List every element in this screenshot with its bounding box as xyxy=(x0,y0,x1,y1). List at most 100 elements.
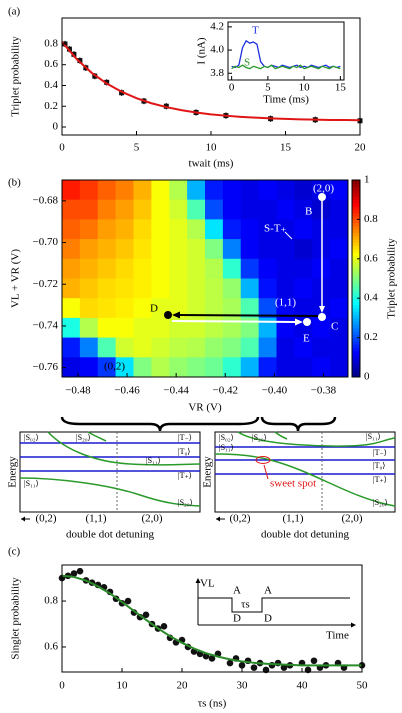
heatmap-cell xyxy=(133,337,152,358)
colorbar-strip xyxy=(352,196,360,201)
heatmap-cell xyxy=(330,337,349,358)
heatmap-cell xyxy=(115,337,134,358)
heatmap-cell xyxy=(169,180,188,201)
data-point xyxy=(250,664,258,671)
colorbar-strip xyxy=(352,334,360,339)
colorbar-strip xyxy=(352,327,360,332)
x-tick-label: 10 xyxy=(206,142,218,154)
colorbar-strip xyxy=(352,245,360,250)
level-curve xyxy=(87,431,107,442)
heatmap-cell xyxy=(187,337,206,358)
heatmap-cell xyxy=(330,357,349,378)
colorbar-strip xyxy=(352,225,360,230)
annotation: E xyxy=(303,333,310,345)
heatmap-cell xyxy=(97,298,117,319)
heatmap-cell xyxy=(294,278,313,299)
heatmap-cell xyxy=(276,337,295,358)
x-tick-label: 0 xyxy=(59,142,65,154)
heatmap-cell xyxy=(222,317,242,339)
heatmap-cell xyxy=(294,180,313,201)
heatmap-cell xyxy=(115,239,134,260)
heatmap-cell xyxy=(205,258,224,279)
brace xyxy=(60,416,260,432)
colorbar-strip xyxy=(352,271,360,276)
axis-label: double dot detuning xyxy=(261,529,349,541)
y-axis-label: I (nA) xyxy=(196,37,208,65)
state-label: |T₊⟩ xyxy=(178,471,192,480)
colorbar-strip xyxy=(352,275,360,279)
level-curve xyxy=(237,431,396,447)
y-tick-label: −0.72 xyxy=(33,278,58,290)
data-point xyxy=(280,664,288,671)
colorbar-strip xyxy=(352,370,360,375)
x-tick-label: 40 xyxy=(297,680,309,692)
heatmap-cell xyxy=(222,298,242,319)
heatmap-cell xyxy=(62,278,81,299)
x-tick-label: 50 xyxy=(357,680,369,692)
arrow-head xyxy=(195,578,201,583)
x-tick-label: −0.38 xyxy=(311,385,337,397)
heatmap-cell xyxy=(258,357,277,378)
heatmap-cell xyxy=(169,337,188,358)
axis-label: double dot detuning xyxy=(66,529,154,541)
x-tick-label: −0.42 xyxy=(213,385,238,397)
heatmap-cell xyxy=(258,298,277,319)
heatmap-cell xyxy=(187,199,206,220)
heatmap-cell xyxy=(62,317,81,339)
arrow-head xyxy=(319,306,325,313)
colorbar-strip xyxy=(352,262,360,266)
heatmap-cell xyxy=(222,239,242,260)
inset-label: A xyxy=(233,585,241,597)
fit-line xyxy=(61,574,362,667)
colorbar-strip xyxy=(352,324,360,329)
colorbar-strip xyxy=(352,373,360,378)
state-label: |S₁₁⟩ xyxy=(219,443,234,452)
heatmap-cell xyxy=(205,180,224,201)
state-label: |T₋⟩ xyxy=(373,448,387,457)
heatmap-cell xyxy=(79,278,99,299)
state-label: |S₂₀⟩ xyxy=(178,498,193,507)
heatmap-cell xyxy=(169,199,188,220)
heatmap-cell xyxy=(205,298,224,319)
heatmap-cell xyxy=(133,199,152,220)
heatmap-cell xyxy=(330,278,349,299)
colorbar-strip xyxy=(352,304,360,309)
heatmap-cell xyxy=(79,298,99,319)
colorbar-tick-label: 0.2 xyxy=(364,331,378,343)
heatmap-cell xyxy=(97,337,117,358)
heatmap-cell xyxy=(276,239,295,260)
arrow-head xyxy=(172,311,180,319)
colorbar-strip xyxy=(352,301,360,306)
x-axis-label: twait (ms) xyxy=(189,158,234,170)
heatmap-cell xyxy=(205,239,224,260)
heatmap-cell xyxy=(205,278,224,299)
colorbar-strip xyxy=(352,199,360,204)
heatmap-cell xyxy=(79,199,99,220)
pulse-inset: VL Time A D τs A D xyxy=(195,578,356,642)
heatmap-cell xyxy=(187,317,206,339)
heatmap-cell xyxy=(169,219,188,240)
heatmap-cell xyxy=(97,317,117,339)
colorbar-strip xyxy=(352,363,360,368)
heatmap-cell xyxy=(258,317,277,339)
y-axis-label: VL + VR (V) xyxy=(10,249,22,308)
x-tick-label: −0.44 xyxy=(163,385,189,397)
heatmap-cell xyxy=(294,337,313,358)
heatmap-cell xyxy=(294,219,313,240)
colorbar-tick-label: 1 xyxy=(364,174,370,186)
data-point xyxy=(226,659,234,667)
colorbar-strip xyxy=(352,252,360,257)
heatmap-cell xyxy=(258,219,277,240)
colorbar-strip xyxy=(352,183,360,188)
heatmap-cell xyxy=(330,219,349,240)
arrow-head xyxy=(351,622,356,628)
colorbar-strip xyxy=(352,235,360,240)
data-point xyxy=(142,611,150,619)
heatmap-cell xyxy=(294,239,313,260)
data-point xyxy=(310,657,318,665)
annotation: C xyxy=(331,321,338,333)
heatmap-cell xyxy=(151,258,170,279)
x-tick-label: 15 xyxy=(280,142,292,154)
heatmap-cell xyxy=(205,317,224,339)
